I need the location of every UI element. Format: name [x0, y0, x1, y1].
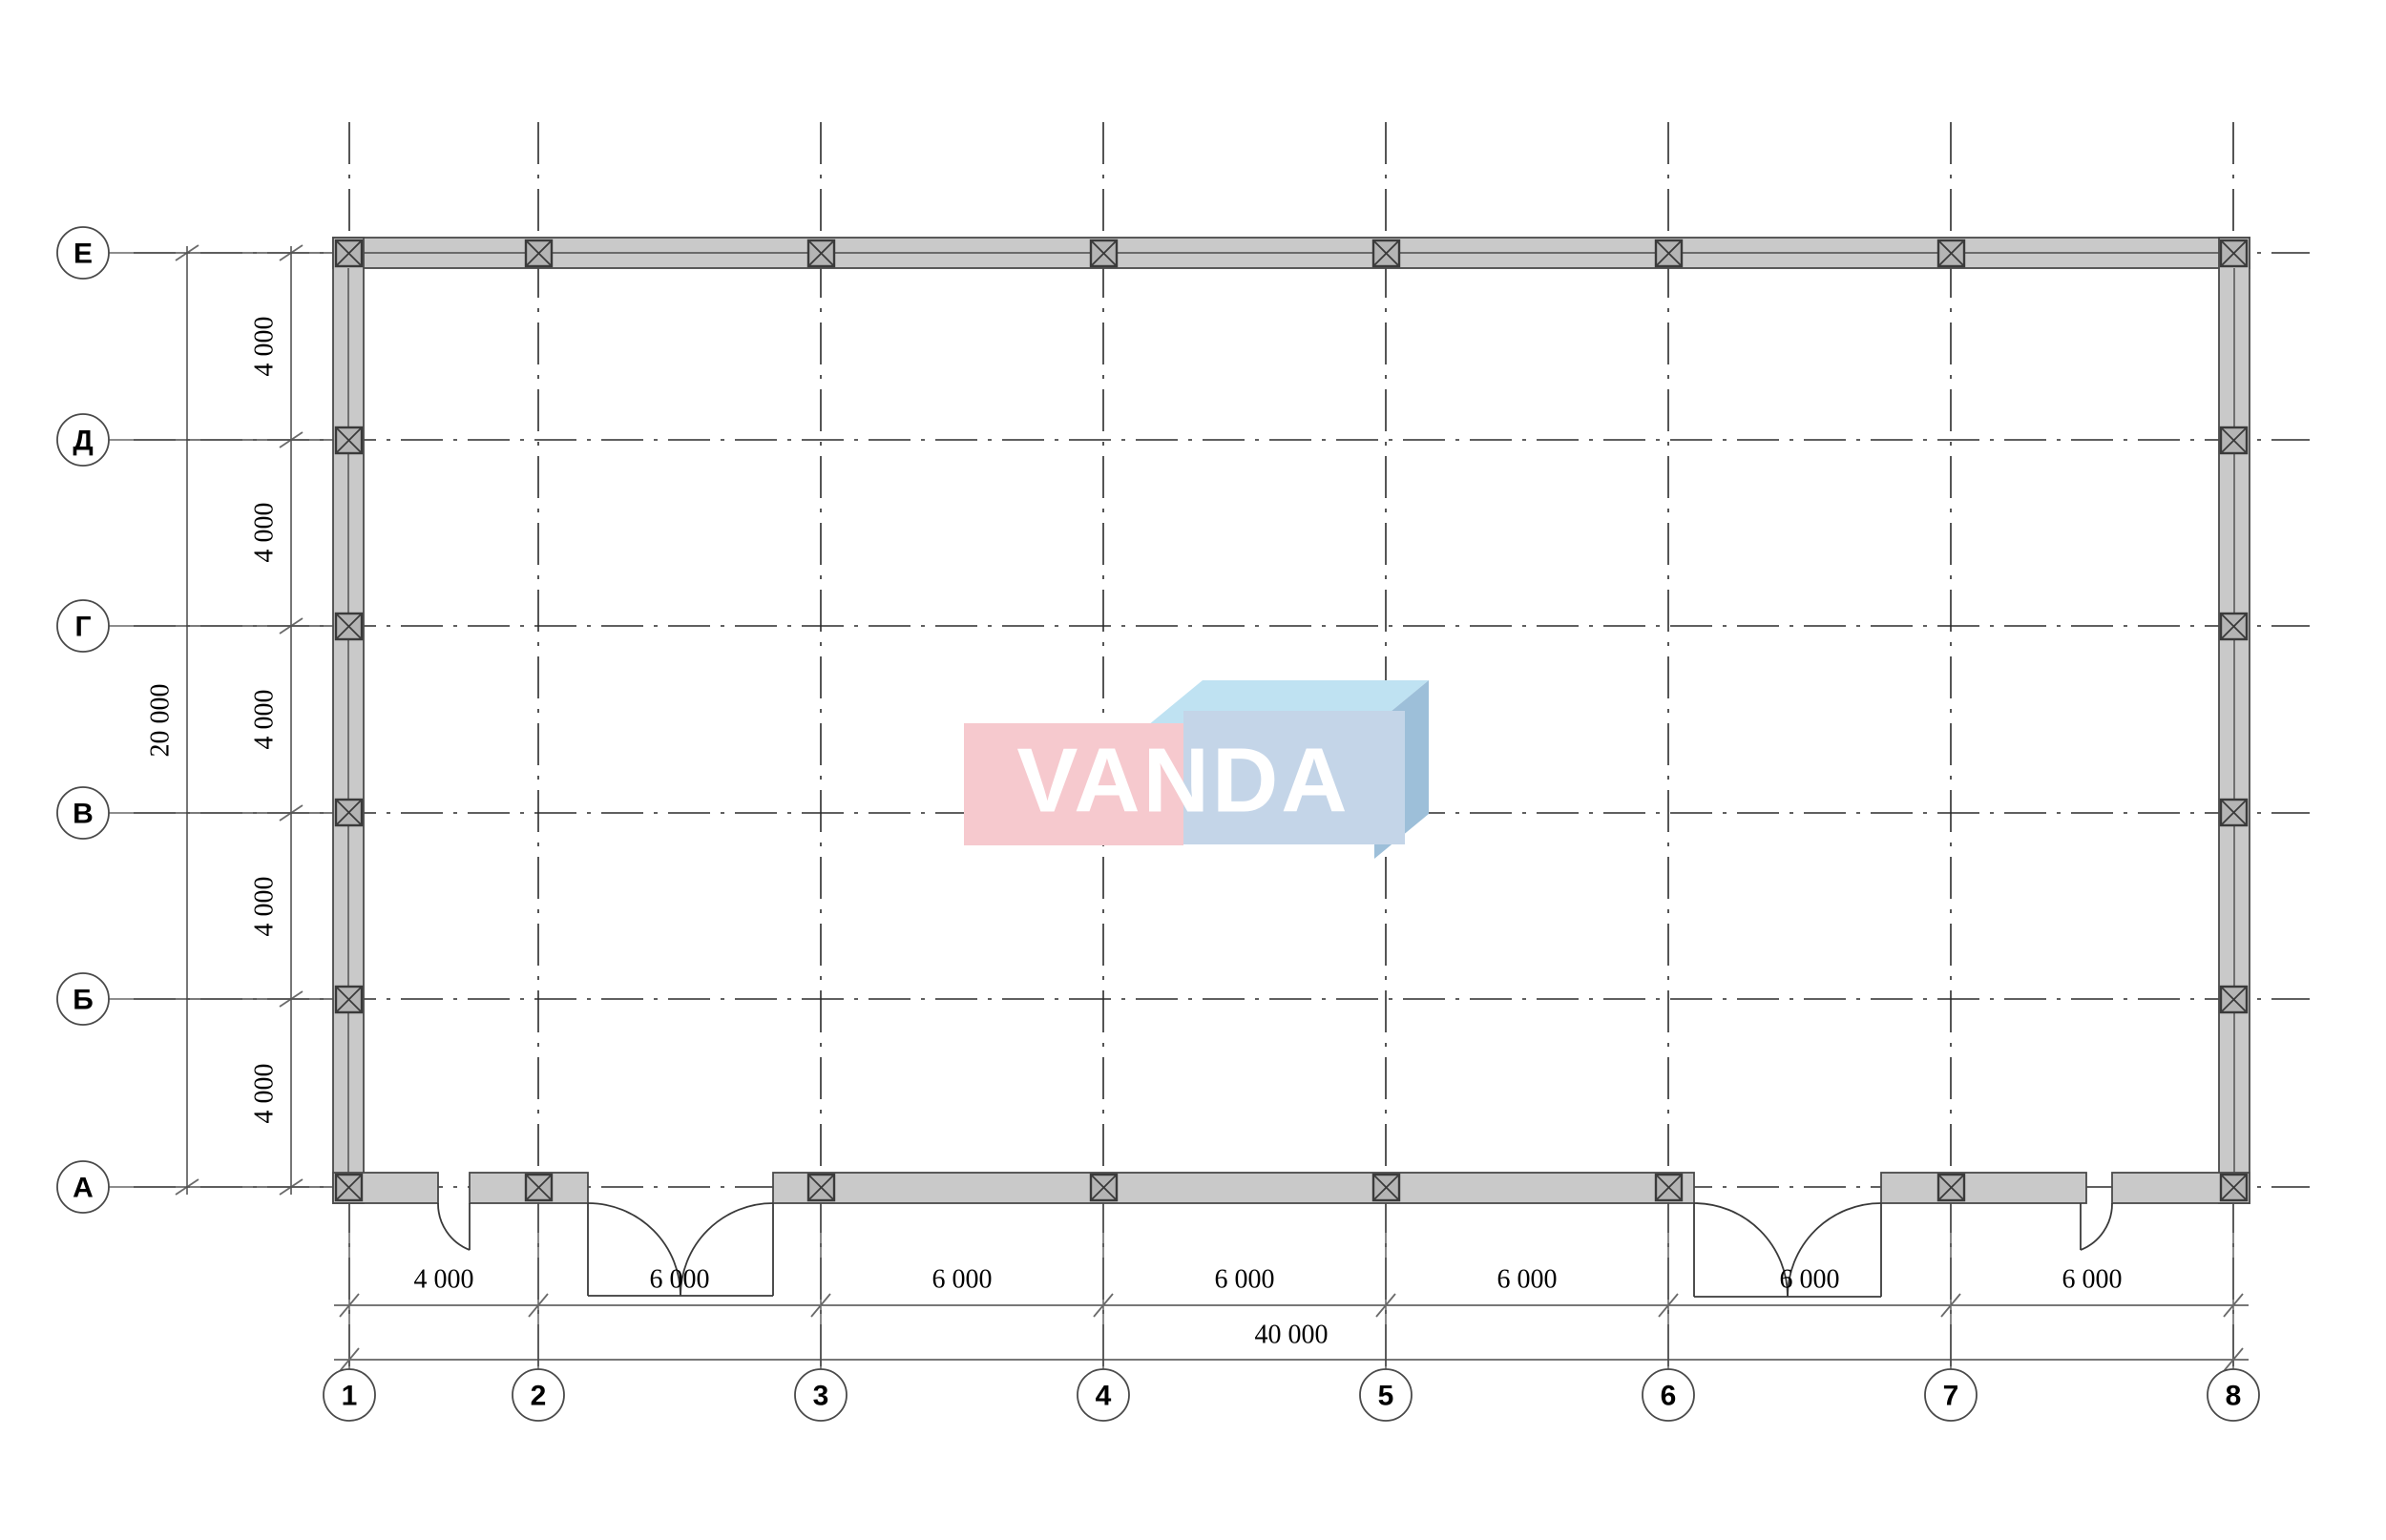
- column: [524, 1173, 554, 1202]
- doors: [437, 1202, 2113, 1298]
- column: [1089, 239, 1119, 268]
- axis-label-B: Б: [73, 985, 94, 1016]
- column: [2219, 239, 2249, 268]
- axis-label-G: Г: [74, 612, 91, 643]
- axis-bubble-7[interactable]: 7: [1924, 1368, 1978, 1422]
- column: [524, 239, 554, 268]
- vanda-watermark: VANDA: [964, 680, 1429, 859]
- dim-bottom-total: 40 000: [1255, 1321, 1329, 1350]
- dim-left-5: 4 000: [250, 1064, 280, 1124]
- axis-bubble-8[interactable]: 8: [2207, 1368, 2260, 1422]
- column: [1654, 239, 1684, 268]
- building-walls: [332, 237, 2250, 1204]
- dim-bottom-6: 6 000: [1780, 1265, 1840, 1295]
- column: [2219, 985, 2249, 1014]
- column: [334, 1173, 364, 1202]
- axis-label-3: 3: [813, 1381, 829, 1412]
- column: [2219, 1173, 2249, 1202]
- column: [1654, 1173, 1684, 1202]
- axis-bubble-5[interactable]: 5: [1359, 1368, 1413, 1422]
- bottom-dimension-chain: 4 000 6 000 6 000 6 000 6 000 6 000 6 00…: [334, 1203, 2249, 1393]
- dim-left-4: 4 000: [250, 877, 280, 937]
- door-double-left: [587, 1202, 774, 1297]
- column: [334, 985, 364, 1014]
- door-double-right: [1693, 1202, 1882, 1298]
- left-dimension-chain: 4 000 4 000 4 000 4 000 4 000 20 000: [134, 244, 333, 1196]
- axis-bubble-B[interactable]: Б: [56, 972, 110, 1026]
- watermark-text: VANDA: [1016, 730, 1350, 832]
- axis-bubbles-horizontal: Е Д Г В Б А: [56, 226, 333, 1214]
- axis-bubble-V[interactable]: В: [56, 786, 110, 840]
- axis-bubble-D[interactable]: Д: [56, 413, 110, 467]
- dim-bottom-7: 6 000: [2062, 1265, 2123, 1295]
- columns: [334, 239, 2249, 1202]
- column: [1371, 239, 1401, 268]
- axis-bubble-2[interactable]: 2: [512, 1368, 565, 1422]
- column: [1936, 1173, 1966, 1202]
- axis-label-A: А: [73, 1173, 94, 1204]
- axis-label-4: 4: [1096, 1381, 1112, 1412]
- column: [806, 1173, 836, 1202]
- axis-label-V: В: [73, 799, 94, 830]
- axis-bubble-3[interactable]: 3: [794, 1368, 848, 1422]
- column: [1936, 239, 1966, 268]
- column: [2219, 612, 2249, 641]
- column: [2219, 798, 2249, 827]
- axis-bubble-A[interactable]: А: [56, 1160, 110, 1214]
- axis-label-6: 6: [1661, 1381, 1677, 1412]
- axis-bubble-E[interactable]: Е: [56, 226, 110, 280]
- wall-bottom-seg-4: [1880, 1172, 2087, 1204]
- axis-bubbles-vertical: 1 2 3 4 5 6 7: [323, 1368, 2260, 1422]
- dim-left-total: 20 000: [146, 684, 176, 758]
- column: [1089, 1173, 1119, 1202]
- dim-left-2: 4 000: [250, 503, 280, 563]
- door-single-right: [2080, 1202, 2113, 1251]
- wall-bottom-seg-3: [772, 1172, 1695, 1204]
- column: [806, 239, 836, 268]
- axis-bubble-4[interactable]: 4: [1077, 1368, 1130, 1422]
- dim-left-1: 4 000: [250, 317, 280, 377]
- axis-label-1: 1: [342, 1381, 358, 1412]
- column: [334, 798, 364, 827]
- dim-bottom-4: 6 000: [1215, 1265, 1275, 1295]
- axis-label-E: Е: [73, 239, 93, 270]
- axis-label-2: 2: [531, 1381, 547, 1412]
- column: [1371, 1173, 1401, 1202]
- axis-bubble-1[interactable]: 1: [323, 1368, 376, 1422]
- dim-bottom-3: 6 000: [932, 1265, 993, 1295]
- door-single-left: [437, 1202, 471, 1251]
- column: [334, 239, 364, 268]
- column: [2219, 426, 2249, 455]
- axis-label-7: 7: [1943, 1381, 1959, 1412]
- axis-label-8: 8: [2226, 1381, 2242, 1412]
- dim-bottom-1: 4 000: [414, 1265, 474, 1295]
- axis-bubble-G[interactable]: Г: [56, 599, 110, 653]
- column: [334, 426, 364, 455]
- axis-label-D: Д: [73, 426, 93, 457]
- axis-bubble-6[interactable]: 6: [1642, 1368, 1695, 1422]
- axis-label-5: 5: [1378, 1381, 1394, 1412]
- column: [334, 612, 364, 641]
- dim-left-3: 4 000: [250, 690, 280, 750]
- dim-bottom-2: 6 000: [650, 1265, 710, 1295]
- dim-bottom-5: 6 000: [1497, 1265, 1558, 1295]
